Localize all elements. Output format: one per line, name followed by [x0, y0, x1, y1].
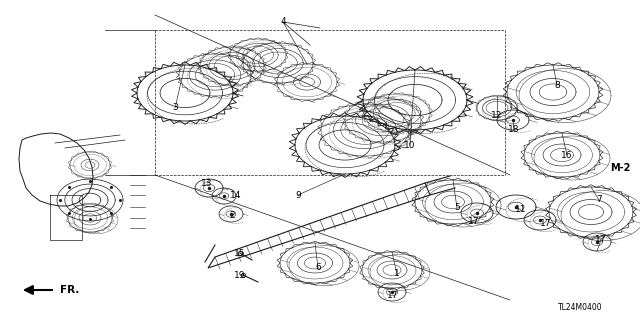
Text: 10: 10 — [404, 140, 416, 150]
Text: 5: 5 — [454, 204, 460, 212]
Text: 8: 8 — [554, 80, 560, 90]
Text: 11: 11 — [515, 205, 527, 214]
Text: 9: 9 — [295, 190, 301, 199]
Text: 1: 1 — [394, 270, 400, 278]
Text: 7: 7 — [596, 196, 602, 204]
Text: 17: 17 — [540, 219, 552, 228]
Text: 17: 17 — [595, 235, 607, 244]
Text: 13: 13 — [201, 179, 212, 188]
Text: 2: 2 — [229, 211, 235, 219]
Text: 6: 6 — [315, 263, 321, 272]
Text: 3: 3 — [172, 103, 178, 113]
Text: 18: 18 — [508, 125, 520, 135]
Text: 17: 17 — [387, 292, 399, 300]
Text: M-2: M-2 — [610, 163, 630, 173]
Text: 19: 19 — [234, 271, 246, 279]
Text: 17: 17 — [468, 218, 480, 226]
Text: 16: 16 — [561, 151, 573, 160]
Text: 14: 14 — [230, 190, 242, 199]
Text: 15: 15 — [234, 249, 246, 257]
Text: TL24M0400: TL24M0400 — [557, 303, 602, 313]
Text: FR.: FR. — [60, 285, 79, 295]
Text: 4: 4 — [280, 18, 286, 26]
Text: 12: 12 — [492, 110, 502, 120]
